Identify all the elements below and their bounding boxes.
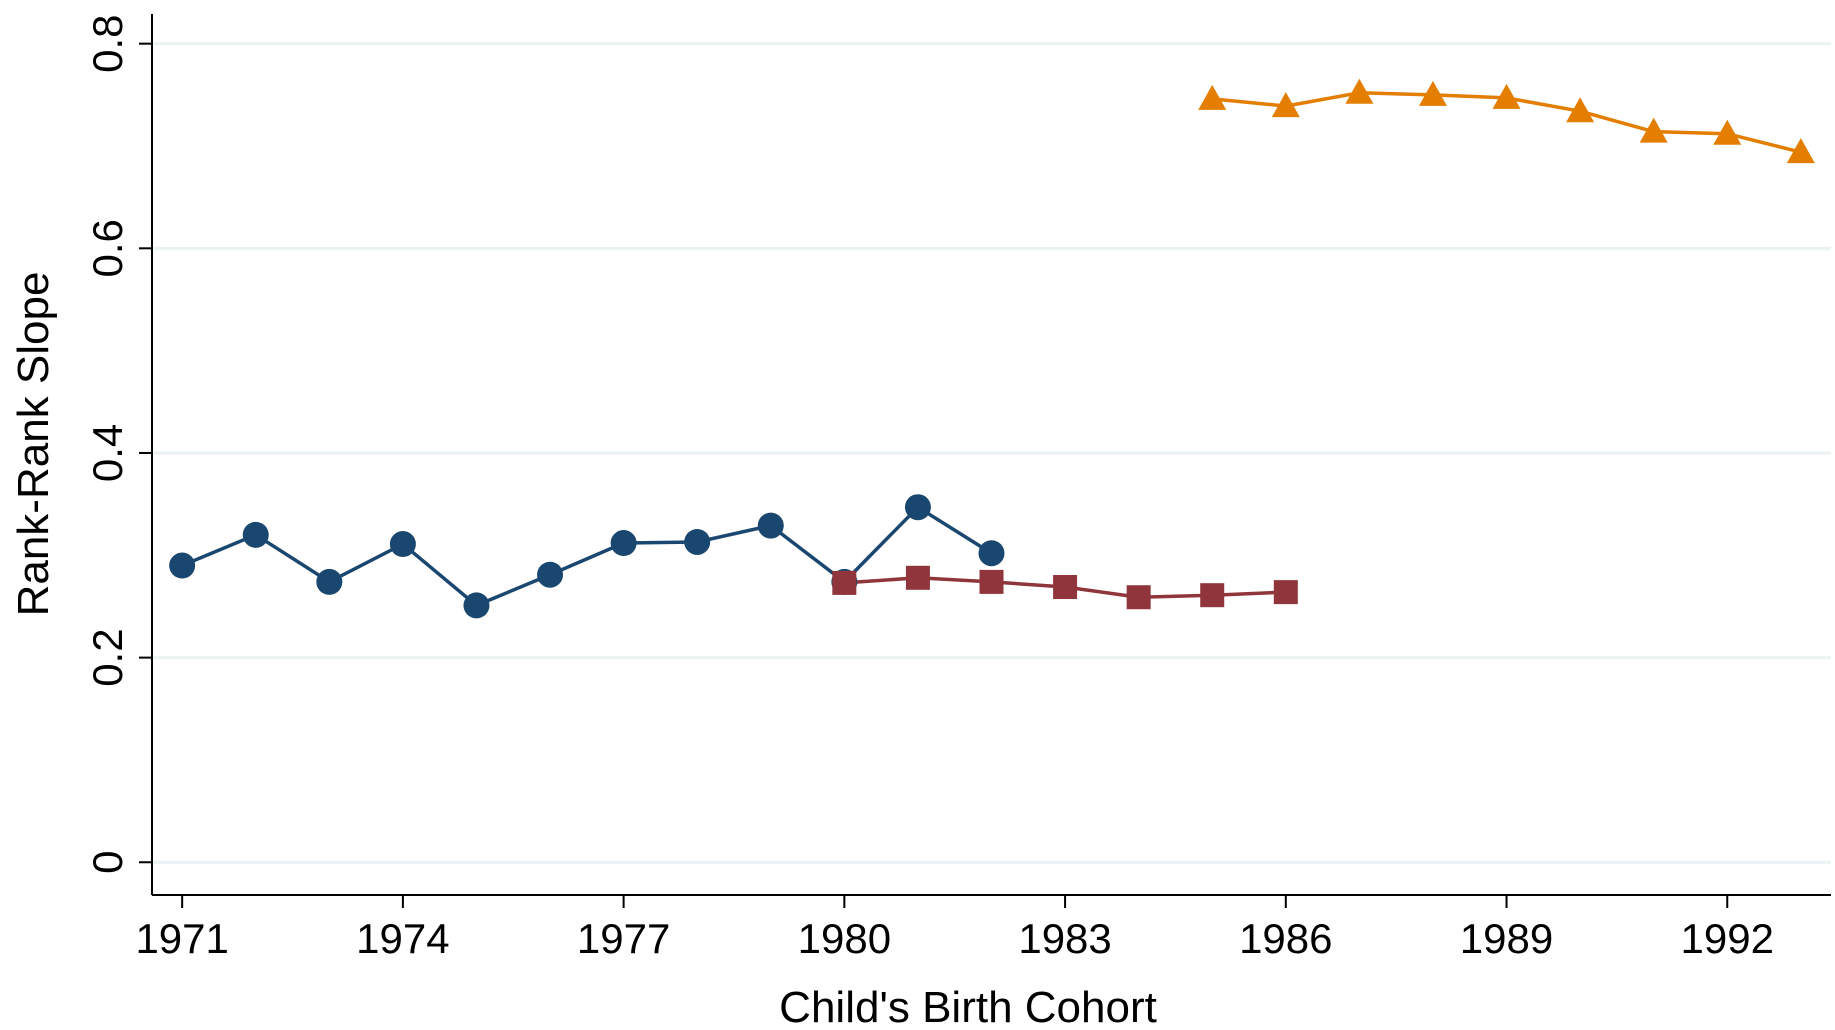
y-tick-label: 0.4 [84, 424, 131, 482]
marker [1713, 119, 1742, 145]
x-tick-label: 1971 [135, 915, 228, 962]
marker [1053, 575, 1078, 600]
marker [832, 570, 857, 595]
marker [1492, 83, 1521, 109]
marker [242, 521, 269, 548]
marker [1786, 138, 1815, 164]
marker [978, 540, 1005, 567]
marker [1418, 80, 1447, 106]
marker [537, 561, 564, 588]
x-axis-title: Child's Birth Cohort [779, 983, 1157, 1030]
y-tick-label: 0.6 [84, 219, 131, 277]
x-tick-label: 1986 [1239, 915, 1332, 962]
x-tick-label: 1980 [798, 915, 891, 962]
marker [1639, 117, 1668, 143]
marker [905, 565, 930, 590]
marker [610, 530, 637, 557]
marker [316, 568, 343, 595]
series-line [181, 504, 993, 608]
marker [1126, 585, 1151, 610]
y-tick-label: 0.2 [84, 628, 131, 686]
marker [169, 552, 196, 579]
x-tick-label: 1974 [356, 915, 449, 962]
marker [1198, 84, 1227, 110]
marker [757, 512, 784, 539]
marker [1271, 92, 1300, 118]
x-tick-label: 1983 [1018, 915, 1111, 962]
x-tick-label: 1977 [577, 915, 670, 962]
y-axis-title: Rank-Rank Slope [9, 272, 58, 617]
marker [1566, 97, 1595, 123]
marker [684, 528, 711, 555]
marker [463, 592, 490, 619]
marker [979, 569, 1004, 594]
marker [1345, 78, 1374, 104]
y-tick-label: 0.8 [84, 14, 131, 72]
marker [904, 494, 931, 521]
marker [389, 531, 416, 558]
marker [1200, 583, 1225, 608]
marker [1273, 580, 1298, 605]
x-tick-label: 1992 [1681, 915, 1774, 962]
x-tick-label: 1989 [1460, 915, 1553, 962]
y-tick-label: 0 [84, 851, 131, 874]
